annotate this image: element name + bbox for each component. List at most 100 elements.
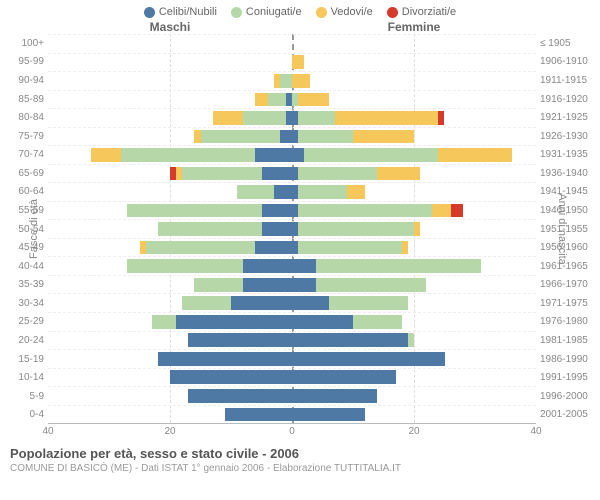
legend-swatch [316,7,327,18]
pyramid-row [48,368,536,387]
bar-male [213,111,292,125]
bar-female [292,93,329,107]
segment-cel [262,222,292,236]
bar-female [292,241,408,255]
birth-label: 1911-1915 [540,71,600,90]
segment-div [438,111,444,125]
age-label: 10-14 [0,368,44,387]
birth-label: 1986-1990 [540,350,600,369]
segment-cel [292,315,353,329]
segment-cel [255,241,292,255]
bar-female [292,222,420,236]
y-right-axis-title: Anni di nascita [556,193,568,265]
segment-con [298,185,347,199]
bar-female [292,74,310,88]
y-left-axis-title: Fasce di età [28,199,40,259]
x-tick: 40 [42,426,53,437]
bar-male [158,222,292,236]
bar-female [292,55,304,69]
segment-cel [292,259,316,273]
footer: Popolazione per età, sesso e stato civil… [0,440,600,474]
segment-con [329,296,408,310]
bar-female [292,259,481,273]
segment-cel [292,370,396,384]
legend-swatch [387,7,398,18]
segment-cel [231,296,292,310]
segment-cel [292,389,377,403]
birth-label: 1991-1995 [540,368,600,387]
segment-con [353,315,402,329]
age-label: 20-24 [0,331,44,350]
segment-con [182,296,231,310]
bar-female [292,167,420,181]
segment-cel [225,408,292,422]
pyramid-row [48,182,536,201]
bar-male [188,389,292,403]
pyramid-row [48,331,536,350]
age-label: 25-29 [0,313,44,332]
segment-ved [255,93,267,107]
bar-male [237,185,292,199]
segment-con [152,315,176,329]
birth-label: 1976-1980 [540,313,600,332]
pyramid-row [48,386,536,405]
segment-cel [280,130,292,144]
segment-con [268,93,286,107]
birth-label: 1996-2000 [540,387,600,406]
segment-div [451,204,463,218]
legend-item: Vedovi/e [316,6,373,18]
birth-year-labels: ≤ 19051906-19101911-19151916-19201921-19… [536,34,600,424]
legend-label: Celibi/Nubili [159,6,217,18]
bar-male [170,370,292,384]
segment-con [298,111,335,125]
segment-con [298,222,414,236]
birth-label: 1966-1970 [540,276,600,295]
segment-ved [353,130,414,144]
bar-male [182,296,292,310]
segment-ved [414,222,420,236]
legend-item: Coniugati/e [231,6,302,18]
bar-female [292,130,414,144]
chart-subtitle: COMUNE DI BASICÒ (ME) - Dati ISTAT 1° ge… [10,463,590,474]
bar-male [194,130,292,144]
pyramid-row [48,53,536,72]
birth-label: ≤ 1905 [540,34,600,53]
age-label: 85-89 [0,90,44,109]
birth-label: 2001-2005 [540,406,600,425]
age-label: 100+ [0,34,44,53]
bar-male [274,74,292,88]
age-label: 65-69 [0,164,44,183]
pyramid-row [48,201,536,220]
male-header: Maschi [48,20,292,34]
segment-ved [438,148,511,162]
segment-cel [158,352,292,366]
segment-cel [262,167,293,181]
segment-con [158,222,262,236]
segment-ved [432,204,450,218]
pyramid-row [48,34,536,53]
pyramid-row [48,275,536,294]
segment-cel [274,185,292,199]
pyramid-row [48,108,536,127]
segment-ved [377,167,420,181]
female-header: Femmine [292,20,536,34]
segment-con [316,259,481,273]
segment-con [298,167,377,181]
birth-label: 1941-1945 [540,183,600,202]
x-tick: 0 [289,426,295,437]
segment-con [237,185,274,199]
segment-ved [347,185,365,199]
segment-cel [292,278,316,292]
age-label: 15-19 [0,350,44,369]
bar-male [158,352,292,366]
bar-male [170,167,292,181]
bar-female [292,370,396,384]
legend-swatch [144,7,155,18]
bar-male [127,204,292,218]
age-label: 5-9 [0,387,44,406]
pyramid-rows [48,34,536,424]
segment-cel [292,352,445,366]
legend-item: Divorziati/e [387,6,456,18]
bar-male [194,278,292,292]
segment-con [127,204,261,218]
